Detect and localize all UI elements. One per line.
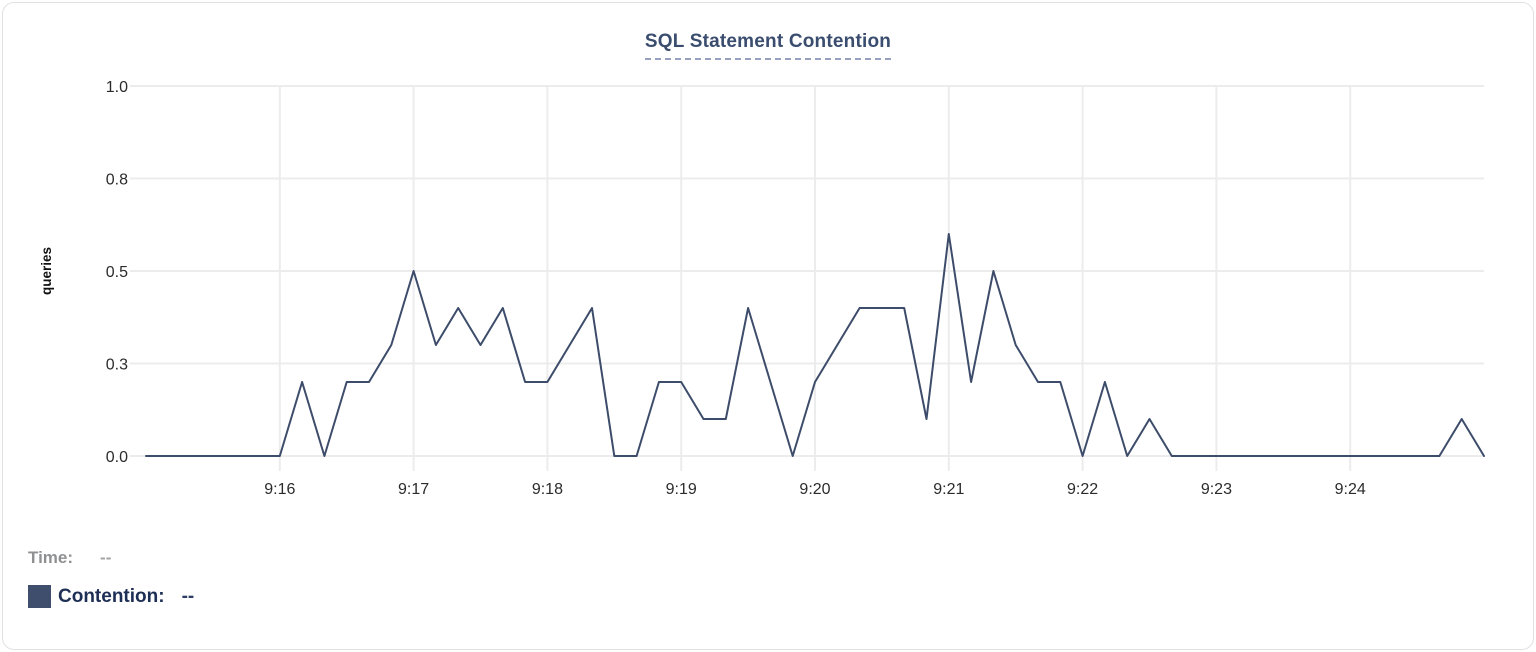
contention-chart[interactable]: 0.0 0.3 0.5 0.8 1.0 9:16 9:17 9:18 9:19 9:20 9:21 9… [3, 3, 1536, 533]
time-value: -- [100, 548, 112, 567]
legend-time-row: Time: -- [28, 548, 194, 568]
chart-plot-area[interactable] [146, 86, 1484, 456]
contention-line [145, 233, 1485, 457]
x-tick-label: 9:17 [398, 481, 429, 498]
y-tick-label: 0.3 [106, 357, 128, 374]
time-label: Time: [28, 548, 74, 567]
x-tick-label: 9:20 [799, 481, 830, 498]
contention-value: -- [181, 585, 195, 607]
contention-label: Contention: [58, 585, 165, 607]
x-tick-label: 9:19 [666, 481, 697, 498]
x-tick-label: 9:16 [264, 481, 295, 498]
contention-swatch [28, 585, 51, 608]
x-tick-label: 9:23 [1201, 481, 1232, 498]
legend-item-contention[interactable]: Contention: -- [28, 585, 194, 608]
chart-title[interactable]: SQL Statement Contention [644, 31, 892, 60]
y-tick-label: 0.8 [106, 172, 128, 189]
y-axis-label: queries [39, 247, 54, 295]
y-tick-label: 0.5 [106, 264, 128, 281]
x-tick-label: 9:18 [532, 481, 563, 498]
hover-readout-legend: Time: -- Contention: -- [28, 548, 194, 608]
x-tick-label: 9:22 [1067, 481, 1098, 498]
x-tick-label: 9:21 [933, 481, 964, 498]
y-tick-label: 1.0 [106, 79, 128, 96]
chart-header: SQL Statement Contention [3, 31, 1533, 60]
x-tick-label: 9:24 [1335, 481, 1366, 498]
y-tick-label: 0.0 [106, 449, 128, 466]
